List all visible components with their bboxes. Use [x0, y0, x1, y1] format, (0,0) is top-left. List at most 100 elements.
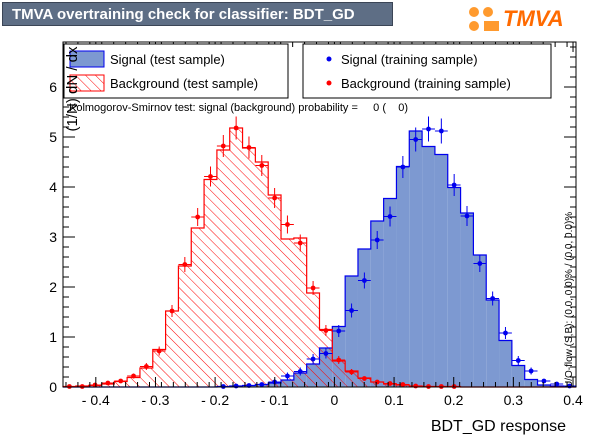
signal-test-bar — [422, 146, 435, 387]
chart-title: TMVA overtraining check for classifier: … — [12, 6, 355, 23]
y-tick-label: 1 — [49, 329, 57, 345]
legend-signal-train: Signal (training sample) — [341, 52, 478, 67]
signal-train-point — [541, 378, 547, 384]
background-test-bar — [101, 384, 115, 387]
tmva-logo-icon — [469, 7, 499, 31]
background-test-bar — [370, 382, 384, 387]
signal-train-point — [336, 328, 342, 334]
background-train-point — [131, 373, 136, 379]
signal-train-point — [285, 373, 290, 379]
background-train-point — [182, 262, 188, 267]
signal-train-point — [451, 182, 457, 188]
y-tick-label: 4 — [49, 179, 57, 195]
background-test-bar — [255, 162, 269, 387]
signal-train-point — [413, 137, 419, 142]
signal-test-bar — [537, 385, 551, 387]
signal-train-point — [310, 356, 316, 362]
x-tick-label: 0.1 — [384, 392, 404, 408]
x-tick-label: - 0.3 — [141, 392, 169, 408]
background-test-bar — [127, 377, 140, 387]
signal-train-point — [233, 383, 239, 389]
background-test-bar — [242, 148, 256, 387]
legend-signal-train-marker — [326, 56, 332, 62]
signal-train-point — [528, 368, 534, 374]
title-bar: TMVA overtraining check for classifier: … — [2, 2, 393, 26]
legend-background-train-marker — [326, 80, 332, 86]
y-tick-label: 2 — [49, 279, 57, 295]
signal-test-bar — [460, 213, 474, 387]
tmva-logo: TMVA — [467, 4, 587, 34]
x-tick-label: 0.3 — [504, 392, 524, 408]
signal-test-bar — [357, 249, 371, 387]
signal-train-point — [477, 261, 483, 266]
ks-test-text: Kolmogorov-Smirnov test: signal (backgro… — [69, 102, 408, 114]
signal-train-point — [503, 330, 508, 336]
y-tick-label: 6 — [49, 79, 57, 95]
background-train-point — [169, 308, 175, 314]
background-train-point — [336, 357, 342, 363]
background-test-bar — [139, 368, 153, 387]
legend-signal-test: Signal (test sample) — [110, 52, 225, 67]
background-train-point — [259, 163, 265, 168]
signal-train-point — [323, 351, 329, 356]
signal-test-bar — [499, 340, 512, 387]
signal-test-bar — [370, 221, 384, 387]
background-test-bar — [306, 293, 320, 387]
background-test-bar — [191, 228, 205, 387]
signal-train-point — [349, 308, 354, 313]
signal-test-bar — [434, 154, 448, 387]
signal-train-point — [426, 126, 431, 132]
background-train-point — [285, 222, 290, 227]
background-train-point — [220, 143, 226, 149]
overflow-text: U/O-flow (S,B): (0.0, 0.0)% / (0.0, 0.0)… — [564, 212, 575, 388]
background-train-point — [400, 382, 406, 387]
legend-background-test-swatch — [69, 74, 105, 92]
legend-train-box — [302, 43, 552, 99]
signal-test-bar — [486, 300, 500, 387]
signal-train-point — [490, 296, 496, 301]
background-train-point — [118, 378, 124, 384]
legend-signal-test-swatch — [69, 50, 105, 68]
background-test-bar — [216, 150, 230, 387]
background-train-point — [156, 348, 162, 354]
plot-frame — [62, 41, 577, 388]
signal-train-point — [259, 382, 265, 387]
background-train-point — [272, 195, 278, 201]
background-test-bar — [281, 239, 294, 387]
x-tick-label: - 0.1 — [261, 392, 289, 408]
background-test-bar — [332, 361, 346, 387]
signal-train-point — [400, 164, 406, 170]
background-test-bar — [293, 238, 307, 387]
plot-area — [62, 42, 577, 389]
background-test-bar — [152, 349, 166, 387]
x-tick-label: 0 — [331, 392, 339, 408]
background-train-point — [361, 376, 367, 381]
background-train-point — [297, 240, 303, 246]
signal-test-bar — [511, 365, 525, 387]
signal-train-point — [361, 278, 367, 283]
signal-test-bar — [473, 255, 487, 387]
background-train-point — [195, 214, 201, 220]
background-train-point — [246, 145, 252, 150]
y-tick-label: 0 — [49, 379, 57, 395]
background-test-bar — [178, 266, 192, 387]
signal-test-bar — [345, 276, 358, 387]
signal-train-point — [297, 369, 303, 374]
signal-test-bar — [396, 166, 410, 387]
y-axis-label: (1/N) dN / dx — [64, 46, 81, 132]
signal-train-point — [387, 214, 393, 219]
legend-background-train: Background (training sample) — [341, 76, 511, 91]
background-test-bar — [165, 311, 179, 387]
x-tick-label: - 0.2 — [201, 392, 229, 408]
background-train-point — [374, 379, 380, 385]
y-tick-label: 3 — [49, 229, 57, 245]
signal-train-point — [515, 358, 521, 363]
signal-test-bar — [409, 131, 423, 387]
background-test-bar — [268, 195, 282, 387]
background-train-point — [233, 125, 239, 131]
background-train-point — [310, 285, 316, 291]
background-train-point — [413, 383, 419, 389]
signal-train-point — [374, 237, 380, 243]
background-train-point — [208, 174, 213, 179]
logo-text: TMVA — [503, 6, 564, 31]
